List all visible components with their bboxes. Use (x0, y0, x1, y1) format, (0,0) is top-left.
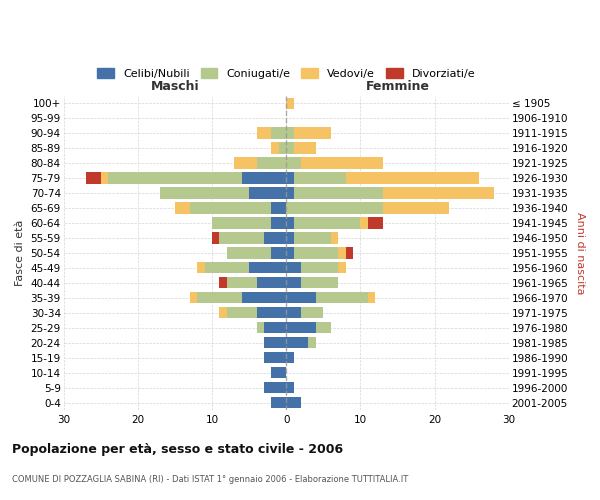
Bar (257, 322, 264, 334)
Text: Popolazione per età, sesso e stato civile - 2006: Popolazione per età, sesso e stato civil… (12, 442, 343, 456)
Bar (101, 172, 108, 184)
Bar (286, 382, 293, 394)
Text: Maschi: Maschi (151, 80, 199, 94)
Bar (346, 248, 353, 258)
Bar (160, 188, 249, 198)
Bar (368, 292, 375, 304)
Bar (220, 307, 227, 318)
Bar (264, 352, 286, 364)
Bar (293, 218, 361, 228)
Bar (86, 172, 101, 184)
Bar (338, 248, 346, 258)
Bar (271, 142, 279, 154)
Bar (301, 158, 383, 168)
Bar (286, 292, 316, 304)
Bar (286, 248, 293, 258)
Bar (279, 142, 286, 154)
Bar (271, 367, 286, 378)
Bar (271, 397, 286, 408)
Bar (190, 202, 271, 213)
Bar (205, 262, 249, 274)
Bar (286, 262, 301, 274)
Bar (286, 322, 316, 334)
Bar (316, 322, 331, 334)
Bar (286, 202, 383, 213)
Bar (212, 232, 220, 243)
Bar (301, 262, 338, 274)
Bar (286, 337, 308, 348)
Y-axis label: Anni di nascita: Anni di nascita (575, 212, 585, 294)
Bar (293, 128, 331, 138)
Legend: Celibi/Nubili, Coniugati/e, Vedovi/e, Divorziati/e: Celibi/Nubili, Coniugati/e, Vedovi/e, Di… (93, 64, 479, 83)
Bar (197, 262, 205, 274)
Bar (286, 128, 293, 138)
Bar (331, 232, 338, 243)
Bar (286, 397, 301, 408)
Bar (346, 172, 479, 184)
Bar (242, 292, 286, 304)
Bar (286, 277, 301, 288)
Bar (383, 188, 494, 198)
Bar (271, 128, 286, 138)
Bar (242, 172, 286, 184)
Bar (286, 352, 293, 364)
Bar (249, 188, 286, 198)
Bar (227, 307, 257, 318)
Bar (227, 277, 257, 288)
Bar (293, 248, 338, 258)
Bar (286, 188, 293, 198)
Bar (175, 202, 190, 213)
Bar (293, 142, 316, 154)
Bar (286, 98, 293, 108)
Bar (108, 172, 242, 184)
Bar (286, 232, 293, 243)
Bar (293, 232, 331, 243)
Bar (286, 307, 301, 318)
Bar (257, 128, 271, 138)
Bar (316, 292, 368, 304)
Bar (368, 218, 383, 228)
Bar (227, 248, 271, 258)
Bar (220, 277, 227, 288)
Bar (264, 232, 286, 243)
Bar (383, 202, 449, 213)
Bar (212, 218, 271, 228)
Bar (286, 218, 293, 228)
Bar (301, 307, 323, 318)
Bar (361, 218, 368, 228)
Bar (293, 172, 346, 184)
Bar (286, 172, 293, 184)
Bar (293, 188, 383, 198)
Bar (249, 262, 286, 274)
Bar (286, 158, 301, 168)
Bar (264, 382, 286, 394)
Bar (286, 142, 293, 154)
Bar (190, 292, 197, 304)
Bar (257, 277, 286, 288)
Text: Femmine: Femmine (365, 80, 430, 94)
Bar (220, 232, 264, 243)
Bar (197, 292, 242, 304)
Y-axis label: Fasce di età: Fasce di età (15, 220, 25, 286)
Bar (257, 158, 286, 168)
Bar (301, 277, 338, 288)
Text: COMUNE DI POZZAGLIA SABINA (RI) - Dati ISTAT 1° gennaio 2006 - Elaborazione TUTT: COMUNE DI POZZAGLIA SABINA (RI) - Dati I… (12, 476, 408, 484)
Bar (257, 307, 286, 318)
Bar (234, 158, 257, 168)
Bar (271, 202, 286, 213)
Bar (271, 218, 286, 228)
Bar (338, 262, 346, 274)
Bar (308, 337, 316, 348)
Bar (264, 337, 286, 348)
Bar (264, 322, 286, 334)
Bar (271, 248, 286, 258)
